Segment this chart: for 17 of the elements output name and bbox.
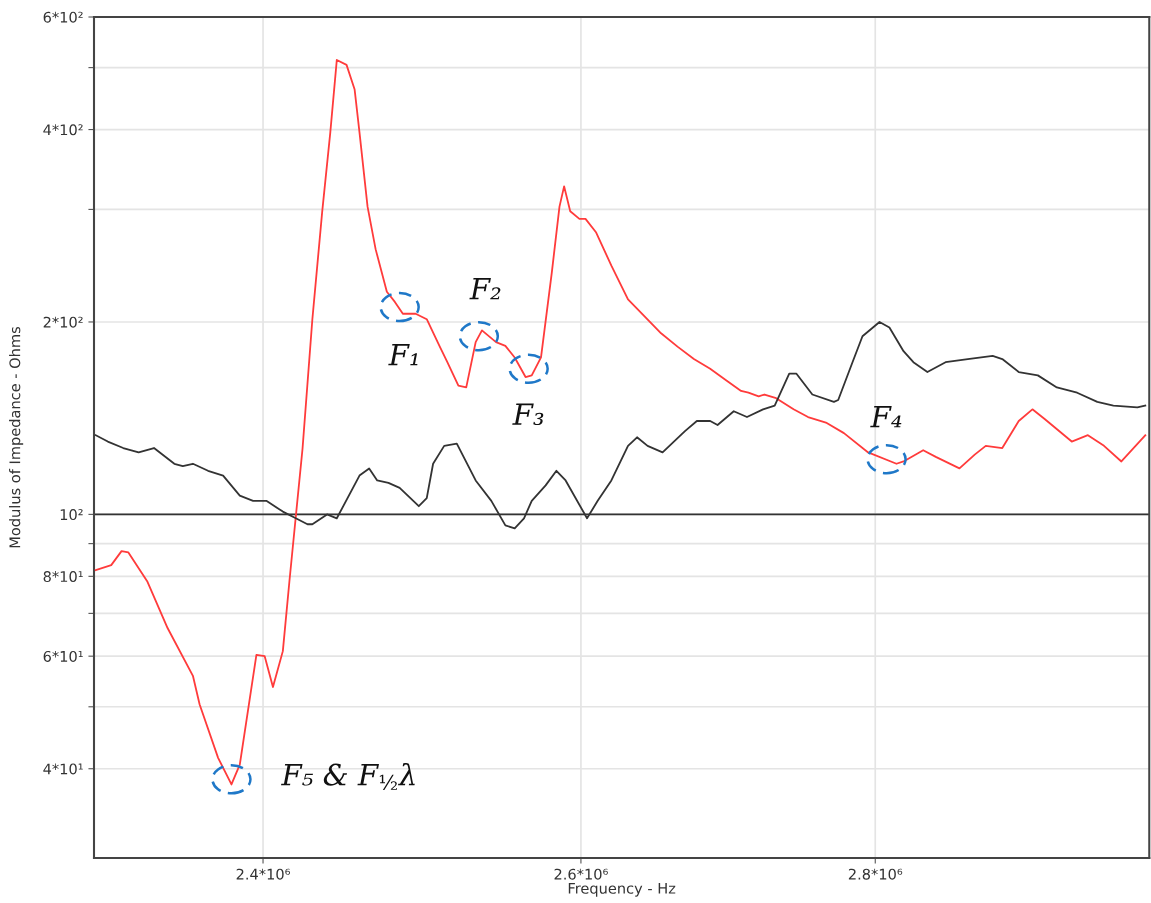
annotation: F₁ bbox=[388, 343, 418, 366]
y-tick-label: 8*10¹ bbox=[43, 571, 83, 583]
annotation: F₄ bbox=[870, 405, 902, 428]
y-tick-label: 6*10¹ bbox=[43, 650, 83, 662]
y-axis-title: Modulus of Impedance - Ohms bbox=[9, 326, 24, 548]
annotation: F₅ & F$_{½}$λ bbox=[281, 762, 415, 791]
x-tick-label: 2.8*10⁶ bbox=[848, 868, 903, 880]
x-axis-title: Frequency - Hz bbox=[568, 882, 676, 897]
x-tick-label: 2.6*10⁶ bbox=[554, 868, 608, 880]
y-tick-label: 6*10² bbox=[43, 11, 83, 23]
y-tick-label: 4*10² bbox=[43, 124, 83, 136]
annotation: F₂ bbox=[469, 277, 501, 300]
annotation: F₃ bbox=[512, 403, 544, 426]
x-tick-label: 2.4*10⁶ bbox=[236, 868, 290, 880]
y-tick-label: 10² bbox=[60, 509, 83, 521]
y-tick-label: 4*10¹ bbox=[43, 763, 83, 775]
y-tick-label: 2*10² bbox=[43, 316, 83, 328]
